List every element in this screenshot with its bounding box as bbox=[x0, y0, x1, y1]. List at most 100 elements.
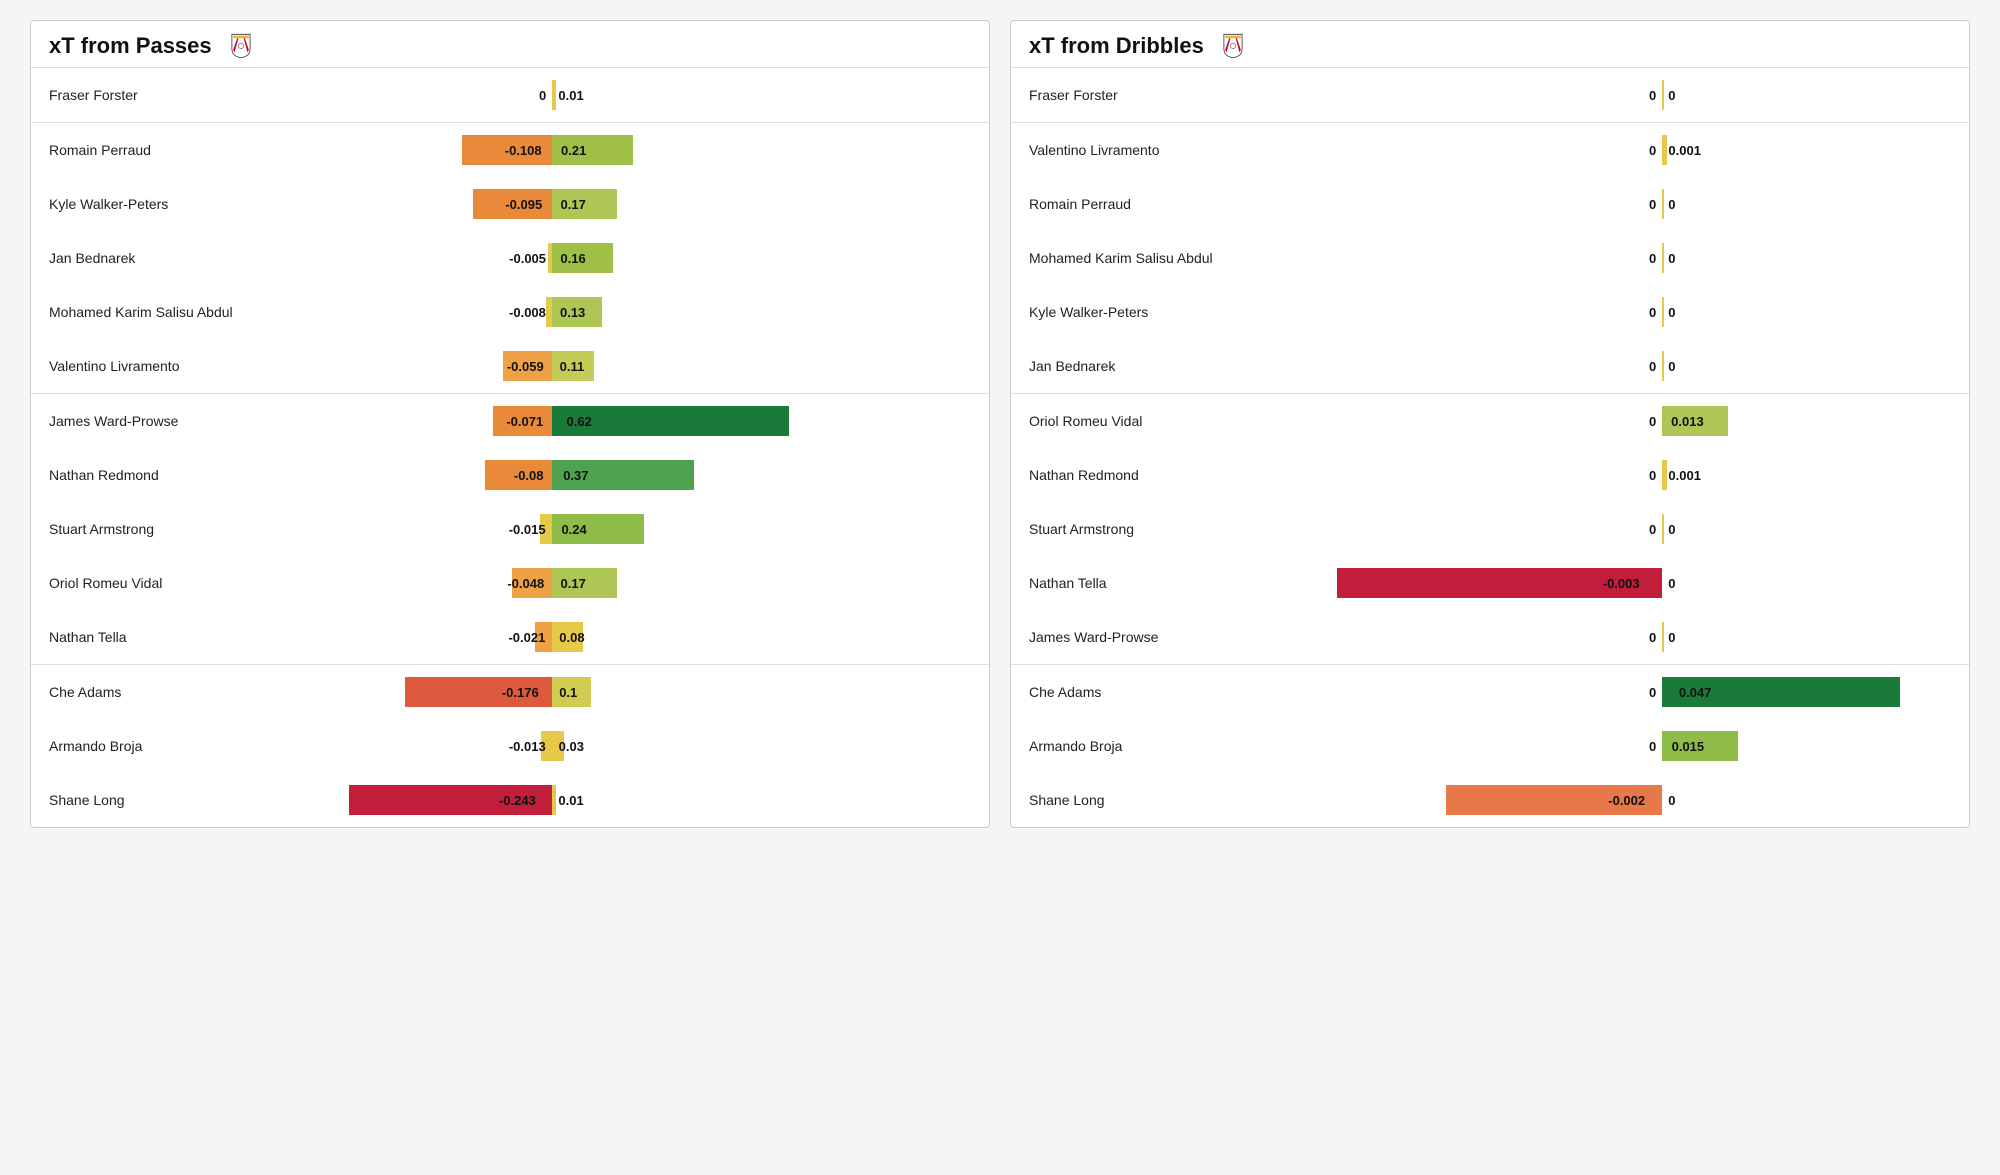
player-group: Fraser Forster 0 0 bbox=[1011, 67, 1969, 122]
player-row: James Ward-Prowse 0 0 bbox=[1011, 610, 1969, 664]
bar-area: 0 0.01 bbox=[249, 68, 971, 122]
bar-positive bbox=[1662, 460, 1667, 490]
value-negative: -0.003 bbox=[1603, 576, 1640, 591]
player-name: Valentino Livramento bbox=[49, 358, 249, 374]
bar-area: 0 0 bbox=[1229, 502, 1951, 556]
value-positive: 0.001 bbox=[1668, 143, 1701, 158]
bar-area: 0 0.015 bbox=[1229, 719, 1951, 773]
value-negative: 0 bbox=[1649, 305, 1656, 320]
player-name: Jan Bednarek bbox=[49, 250, 249, 266]
value-positive: 0.013 bbox=[1671, 414, 1704, 429]
player-row: James Ward-Prowse -0.071 0.62 bbox=[31, 394, 989, 448]
bar-area: -0.243 0.01 bbox=[249, 773, 971, 827]
bar-positive bbox=[1662, 351, 1664, 381]
chart-header: xT from Passes bbox=[31, 21, 989, 67]
player-name: Fraser Forster bbox=[1029, 87, 1229, 103]
player-name: Nathan Redmond bbox=[49, 467, 249, 483]
value-negative: 0 bbox=[539, 88, 546, 103]
value-negative: 0 bbox=[1649, 251, 1656, 266]
player-row: Romain Perraud -0.108 0.21 bbox=[31, 123, 989, 177]
value-positive: 0.015 bbox=[1672, 739, 1705, 754]
player-name: Valentino Livramento bbox=[1029, 142, 1229, 158]
player-row: Kyle Walker-Peters -0.095 0.17 bbox=[31, 177, 989, 231]
value-positive: 0.047 bbox=[1679, 685, 1712, 700]
value-negative: -0.059 bbox=[507, 359, 544, 374]
team-badge-icon bbox=[1220, 33, 1246, 59]
bar-area: 0 0 bbox=[1229, 610, 1951, 664]
player-name: Shane Long bbox=[1029, 792, 1229, 808]
value-negative: 0 bbox=[1649, 739, 1656, 754]
player-row: Stuart Armstrong 0 0 bbox=[1011, 502, 1969, 556]
value-positive: 0.001 bbox=[1668, 468, 1701, 483]
value-positive: 0 bbox=[1668, 251, 1675, 266]
team-badge-icon bbox=[228, 33, 254, 59]
value-positive: 0 bbox=[1668, 522, 1675, 537]
player-row: Fraser Forster 0 0 bbox=[1011, 68, 1969, 122]
bar-positive bbox=[1662, 514, 1664, 544]
value-negative: -0.108 bbox=[505, 143, 542, 158]
value-negative: -0.08 bbox=[514, 468, 544, 483]
bar-area: -0.013 0.03 bbox=[249, 719, 971, 773]
value-positive: 0.13 bbox=[560, 305, 585, 320]
value-negative: 0 bbox=[1649, 88, 1656, 103]
bar-area: 0 0.001 bbox=[1229, 123, 1951, 177]
value-negative: 0 bbox=[1649, 685, 1656, 700]
value-negative: -0.048 bbox=[507, 576, 544, 591]
player-row: Shane Long -0.243 0.01 bbox=[31, 773, 989, 827]
bar-area: -0.071 0.62 bbox=[249, 394, 971, 448]
value-negative: -0.013 bbox=[509, 739, 546, 754]
value-negative: -0.002 bbox=[1608, 793, 1645, 808]
player-name: Kyle Walker-Peters bbox=[1029, 304, 1229, 320]
bar-positive bbox=[1662, 622, 1664, 652]
bar-area: -0.002 0 bbox=[1229, 773, 1951, 827]
player-group: Romain Perraud -0.108 0.21 Kyle Walker-P… bbox=[31, 122, 989, 393]
player-group: Che Adams 0 0.047 Armando Broja 0 0.015 … bbox=[1011, 664, 1969, 827]
bar-positive bbox=[1662, 297, 1664, 327]
player-row: Oriol Romeu Vidal 0 0.013 bbox=[1011, 394, 1969, 448]
player-row: Fraser Forster 0 0.01 bbox=[31, 68, 989, 122]
value-positive: 0 bbox=[1668, 305, 1675, 320]
bar-area: -0.108 0.21 bbox=[249, 123, 971, 177]
player-name: Oriol Romeu Vidal bbox=[1029, 413, 1229, 429]
value-positive: 0 bbox=[1668, 88, 1675, 103]
player-row: Valentino Livramento 0 0.001 bbox=[1011, 123, 1969, 177]
bar-negative bbox=[546, 297, 553, 327]
player-row: Jan Bednarek -0.005 0.16 bbox=[31, 231, 989, 285]
player-group: Valentino Livramento 0 0.001 Romain Perr… bbox=[1011, 122, 1969, 393]
player-group: James Ward-Prowse -0.071 0.62 Nathan Red… bbox=[31, 393, 989, 664]
team-badge bbox=[228, 33, 254, 59]
chart-header: xT from Dribbles bbox=[1011, 21, 1969, 67]
value-positive: 0 bbox=[1668, 197, 1675, 212]
player-row: Kyle Walker-Peters 0 0 bbox=[1011, 285, 1969, 339]
chart-title: xT from Passes bbox=[49, 33, 212, 59]
player-name: Nathan Tella bbox=[49, 629, 249, 645]
player-row: Mohamed Karim Salisu Abdul 0 0 bbox=[1011, 231, 1969, 285]
bar-area: -0.021 0.08 bbox=[249, 610, 971, 664]
player-name: James Ward-Prowse bbox=[49, 413, 249, 429]
value-negative: -0.243 bbox=[499, 793, 536, 808]
value-positive: 0.01 bbox=[558, 88, 583, 103]
player-group: Fraser Forster 0 0.01 bbox=[31, 67, 989, 122]
bar-positive bbox=[1662, 80, 1664, 110]
chart-title: xT from Dribbles bbox=[1029, 33, 1204, 59]
player-row: Armando Broja 0 0.015 bbox=[1011, 719, 1969, 773]
bar-area: -0.176 0.1 bbox=[249, 665, 971, 719]
player-group: Oriol Romeu Vidal 0 0.013 Nathan Redmond… bbox=[1011, 393, 1969, 664]
value-negative: 0 bbox=[1649, 414, 1656, 429]
value-negative: -0.015 bbox=[509, 522, 546, 537]
value-positive: 0.1 bbox=[559, 685, 577, 700]
player-row: Che Adams -0.176 0.1 bbox=[31, 665, 989, 719]
player-name: Che Adams bbox=[1029, 684, 1229, 700]
value-positive: 0 bbox=[1668, 359, 1675, 374]
value-positive: 0.17 bbox=[561, 197, 586, 212]
player-name: Fraser Forster bbox=[49, 87, 249, 103]
value-negative: 0 bbox=[1649, 143, 1656, 158]
value-negative: 0 bbox=[1649, 630, 1656, 645]
value-negative: -0.008 bbox=[509, 305, 546, 320]
player-name: Armando Broja bbox=[1029, 738, 1229, 754]
value-positive: 0.11 bbox=[560, 359, 585, 374]
bar-area: -0.095 0.17 bbox=[249, 177, 971, 231]
bar-area: 0 0 bbox=[1229, 68, 1951, 122]
player-name: Romain Perraud bbox=[1029, 196, 1229, 212]
player-name: Nathan Tella bbox=[1029, 575, 1229, 591]
